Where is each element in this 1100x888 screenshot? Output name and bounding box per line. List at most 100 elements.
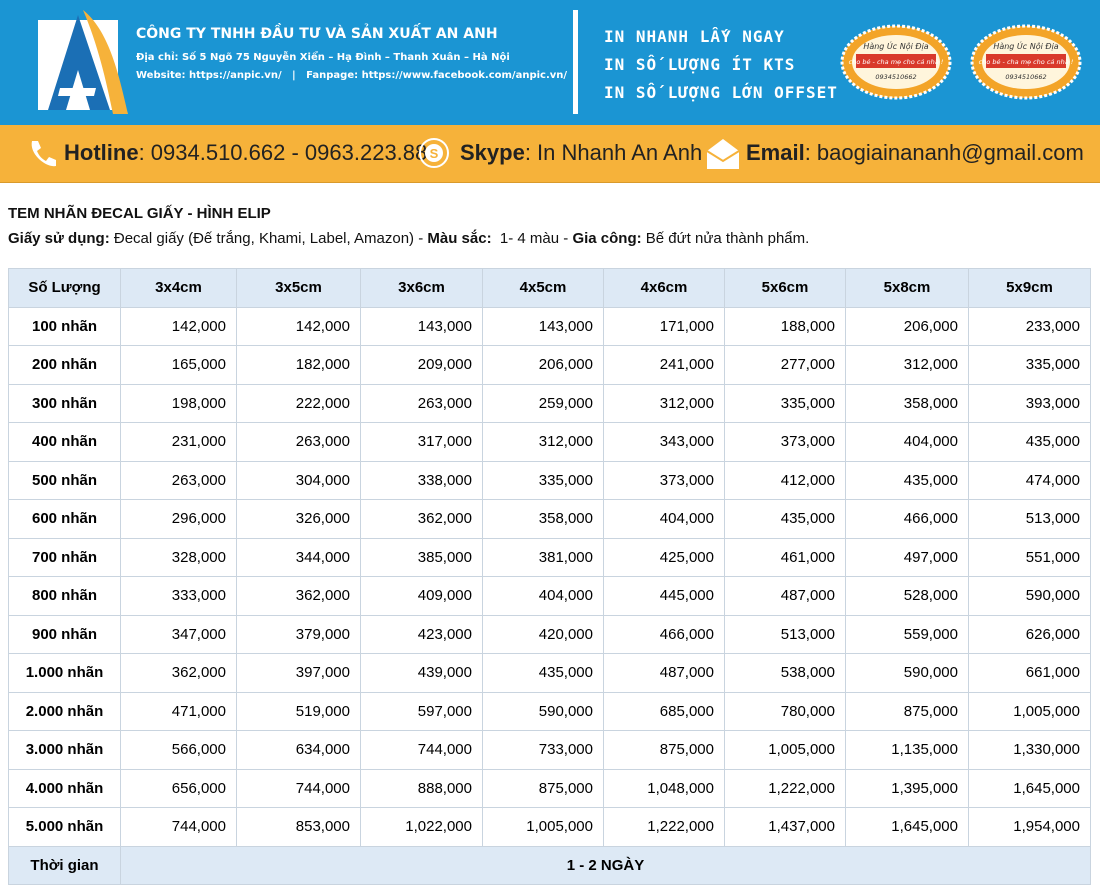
price-cell: 362,000 (360, 499, 483, 539)
price-cell: 590,000 (845, 653, 969, 693)
column-header: Số Lượng (8, 268, 121, 308)
price-cell: 263,000 (360, 383, 483, 423)
hotline-numbers: : 0934.510.662 - 0963.223.884 (138, 140, 440, 165)
column-header: 4x5cm (482, 268, 604, 308)
email-icon (706, 139, 740, 169)
table-row: 400 nhãn 231,000 263,000 317,000 312,000 343,… (8, 422, 1091, 462)
column-header: 5x8cm (845, 268, 969, 308)
quantity-cell: 900 nhãn (8, 614, 121, 654)
quantity-cell: 5.000 nhãn (8, 807, 121, 847)
price-cell: 1,005,000 (724, 730, 846, 770)
skype-id: : In Nhanh An Anh (524, 140, 703, 165)
header-row: Số Lượng 3x4cm 3x5cm 3x6cm 4x5cm 4x6cm 5x6cm 5x… (8, 268, 1091, 308)
hotline: Hotline: 0934.510.662 - 0963.223.884 (64, 140, 440, 166)
column-header: 5x9cm (968, 268, 1091, 308)
skype-label: Skype (460, 140, 525, 165)
email-label: Email (746, 140, 805, 165)
price-cell: 379,000 (236, 614, 361, 654)
table-row: 300 nhãn 198,000 222,000 263,000 259,000 312,… (8, 383, 1091, 423)
quantity-cell: 100 nhãn (8, 306, 121, 346)
phone-icon (31, 141, 56, 167)
price-cell: 165,000 (120, 345, 237, 385)
quantity-cell: 2.000 nhãn (8, 691, 121, 731)
table-title: TEM NHÃN ĐECAL GIẤY - HÌNH ELIP (8, 205, 271, 222)
table-row: 4.000 nhãn 656,000 744,000 888,000 875,000 1,… (8, 768, 1091, 808)
price-cell: 513,000 (968, 499, 1091, 539)
price-cell: 312,000 (603, 383, 725, 423)
price-cell: 528,000 (845, 576, 969, 616)
price-cell: 263,000 (236, 422, 361, 462)
price-cell: 241,000 (603, 345, 725, 385)
quantity-cell: 4.000 nhãn (8, 768, 121, 808)
price-cell: 385,000 (360, 537, 483, 577)
table-row: 3.000 nhãn 566,000 634,000 744,000 733,000 87… (8, 730, 1091, 770)
price-cell: 222,000 (236, 383, 361, 423)
price-cell: 312,000 (482, 422, 604, 462)
price-cell: 744,000 (236, 768, 361, 808)
price-cell: 362,000 (120, 653, 237, 693)
price-cell: 335,000 (482, 460, 604, 500)
price-cell: 420,000 (482, 614, 604, 654)
price-cell: 142,000 (120, 306, 237, 346)
description-part: Gia công: (572, 230, 642, 247)
price-cell: 317,000 (360, 422, 483, 462)
price-cell: 344,000 (236, 537, 361, 577)
price-cell: 435,000 (724, 499, 846, 539)
badge-text: cho bé - cha mẹ cho cả nhà ! (849, 58, 944, 66)
email: Email: baogiainananh@gmail.com (746, 140, 1084, 166)
price-cell: 412,000 (724, 460, 846, 500)
footer-value: 1 - 2 NGÀY (120, 845, 1091, 885)
price-cell: 435,000 (482, 653, 604, 693)
price-cell: 404,000 (482, 576, 604, 616)
description-part: Đecal giấy (Đế trắng, Khami, Label, Amaz… (109, 230, 428, 247)
svg-text:S: S (430, 146, 439, 161)
price-cell: 171,000 (603, 306, 725, 346)
price-cell: 404,000 (603, 499, 725, 539)
price-cell: 634,000 (236, 730, 361, 770)
price-cell: 425,000 (603, 537, 725, 577)
skype-icon: S (419, 138, 449, 168)
description-part: Màu sắc: (427, 230, 492, 247)
table-row: 100 nhãn 142,000 142,000 143,000 143,000 171,… (8, 306, 1091, 346)
price-cell: 626,000 (968, 614, 1091, 654)
price-cell: 1,330,000 (968, 730, 1091, 770)
price-cell: 358,000 (482, 499, 604, 539)
price-cell: 875,000 (845, 691, 969, 731)
table-row: 600 nhãn 296,000 326,000 362,000 358,000 404,… (8, 499, 1091, 539)
price-cell: 853,000 (236, 807, 361, 847)
price-cell: 143,000 (482, 306, 604, 346)
price-cell: 744,000 (120, 807, 237, 847)
table-row: 700 nhãn 328,000 344,000 385,000 381,000 425,… (8, 537, 1091, 577)
price-cell: 597,000 (360, 691, 483, 731)
price-cell: 497,000 (845, 537, 969, 577)
website: Website: https://anpic.vn/ | Fanpage: ht… (136, 70, 568, 81)
price-cell: 590,000 (482, 691, 604, 731)
price-cell: 206,000 (845, 306, 969, 346)
quantity-cell: 500 nhãn (8, 460, 121, 500)
price-cell: 1,022,000 (360, 807, 483, 847)
table-row: 900 nhãn 347,000 379,000 423,000 420,000 466,… (8, 614, 1091, 654)
badge-phone: 0934510662 (875, 73, 916, 81)
price-cell: 335,000 (968, 345, 1091, 385)
price-cell: 1,222,000 (603, 807, 725, 847)
price-cell: 338,000 (360, 460, 483, 500)
price-cell: 296,000 (120, 499, 237, 539)
price-cell: 1,645,000 (968, 768, 1091, 808)
price-cell: 233,000 (968, 306, 1091, 346)
price-cell: 461,000 (724, 537, 846, 577)
quantity-cell: 600 nhãn (8, 499, 121, 539)
price-cell: 209,000 (360, 345, 483, 385)
price-cell: 780,000 (724, 691, 846, 731)
price-cell: 466,000 (603, 614, 725, 654)
hotline-label: Hotline (64, 140, 139, 165)
price-cell: 1,395,000 (845, 768, 969, 808)
badges: Hàng Úc Nội Địa cho bé - cha mẹ cho cả n… (840, 24, 1082, 100)
table-row: 500 nhãn 263,000 304,000 338,000 335,000 373,… (8, 460, 1091, 500)
description-part: Bế đứt nửa thành phẩm. (641, 230, 810, 247)
price-cell: 875,000 (603, 730, 725, 770)
email-address: : baogiainananh@gmail.com (804, 140, 1084, 165)
contact-bar (0, 125, 1100, 183)
price-cell: 304,000 (236, 460, 361, 500)
price-cell: 685,000 (603, 691, 725, 731)
